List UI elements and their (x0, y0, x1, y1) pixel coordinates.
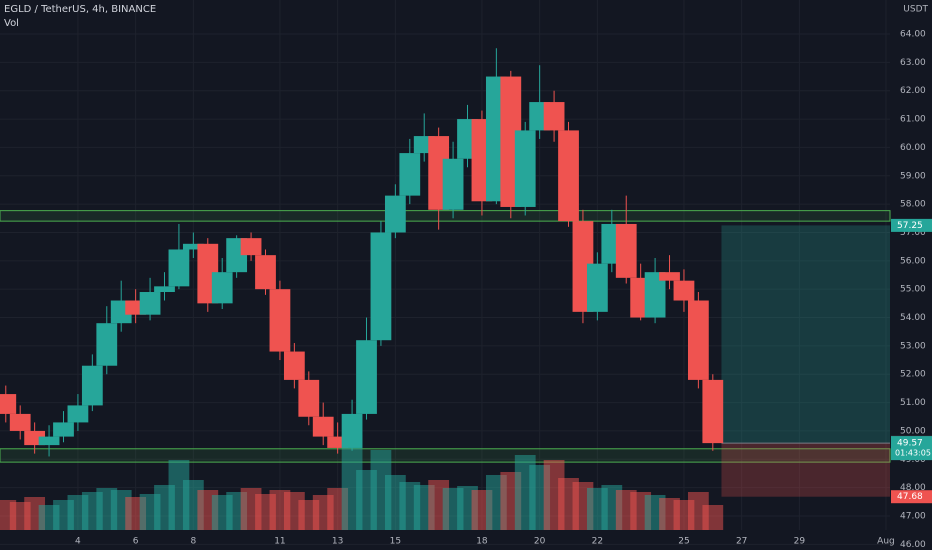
x-tick-label: 13 (332, 537, 343, 547)
candle-body (139, 292, 161, 315)
x-tick-label: 11 (274, 537, 285, 547)
y-tick-label: 57.00 (900, 228, 926, 238)
zone (0, 210, 891, 222)
volume-bar (702, 505, 724, 530)
candle-body (9, 413, 31, 431)
last-price-bg (891, 436, 932, 461)
y-tick-label: 58.00 (900, 200, 926, 210)
candle-body (356, 340, 377, 414)
candle-body (399, 153, 421, 196)
candle-body (38, 436, 60, 446)
x-tick-label: Aug (877, 537, 895, 547)
price-label: 57.25 (897, 221, 923, 231)
chart-title: EGLD / TetherUS, 4h, BINANCE (4, 4, 156, 15)
candle-body (0, 394, 17, 414)
candle-body (211, 272, 233, 304)
countdown: 01:43:05 (895, 449, 931, 458)
candle-body (687, 300, 709, 380)
last-price: 49.57 (897, 439, 923, 449)
candle-body (96, 323, 118, 366)
candle-body (341, 413, 363, 448)
candle-body (673, 280, 695, 301)
zone (0, 448, 891, 463)
profit-zone (721, 225, 890, 444)
loss-zone (721, 443, 890, 497)
y-tick-label: 55.00 (900, 285, 926, 295)
y-tick-label: 47.00 (900, 511, 926, 521)
x-tick-label: 27 (736, 537, 747, 547)
x-tick-label: 29 (794, 537, 806, 547)
candle-body (514, 130, 536, 207)
y-tick-label: 64.00 (900, 30, 926, 40)
axis-unit: USDT (903, 5, 928, 15)
candle-body (586, 263, 608, 312)
y-tick-label: 59.00 (900, 171, 926, 181)
candle-body (327, 436, 349, 448)
volume-label: Vol (4, 18, 19, 29)
candle-body (67, 405, 89, 423)
y-tick-label: 61.00 (900, 115, 926, 125)
x-tick-label: 6 (133, 537, 139, 547)
candle-body (298, 379, 320, 417)
candle-body (168, 249, 190, 287)
candle-body (154, 286, 175, 293)
y-tick-label: 48.00 (900, 483, 926, 493)
x-tick-label: 8 (190, 537, 196, 547)
candle-body (558, 130, 579, 222)
candle-body (182, 243, 204, 250)
y-tick-label: 63.00 (900, 58, 926, 68)
x-tick-label: 4 (75, 537, 81, 547)
candle-body (644, 272, 666, 318)
candle-body (384, 195, 406, 233)
price-label: 47.68 (897, 492, 923, 502)
y-tick-label: 60.00 (900, 143, 926, 153)
candle-body (240, 238, 262, 256)
y-tick-label: 56.00 (900, 256, 926, 266)
candle-body (53, 422, 74, 437)
y-tick-label: 51.00 (900, 398, 926, 408)
candle-body (442, 158, 464, 210)
candle-body (615, 223, 637, 278)
y-tick-label: 53.00 (900, 341, 926, 351)
x-tick-label: 22 (592, 537, 603, 547)
candle-body (255, 255, 276, 290)
candle-body (543, 102, 565, 131)
y-tick-label: 54.00 (900, 313, 926, 323)
x-tick-label: 25 (678, 537, 689, 547)
y-tick-label: 52.00 (900, 370, 926, 380)
candle-body (81, 365, 103, 406)
y-tick-label: 50.00 (900, 426, 926, 436)
candle-body (269, 289, 291, 352)
price-label-bg (891, 218, 932, 232)
price-label-bg (891, 490, 932, 504)
y-tick-label: 46.00 (900, 540, 926, 550)
x-tick-label: 18 (476, 537, 488, 547)
candle-body (312, 416, 334, 437)
candle-body (702, 379, 724, 444)
x-tick-label: 15 (390, 537, 401, 547)
candle-body (659, 272, 680, 281)
y-tick-label: 62.00 (900, 86, 926, 96)
candle-body (370, 232, 392, 341)
x-tick-label: 20 (534, 537, 546, 547)
candle-body (283, 351, 305, 380)
